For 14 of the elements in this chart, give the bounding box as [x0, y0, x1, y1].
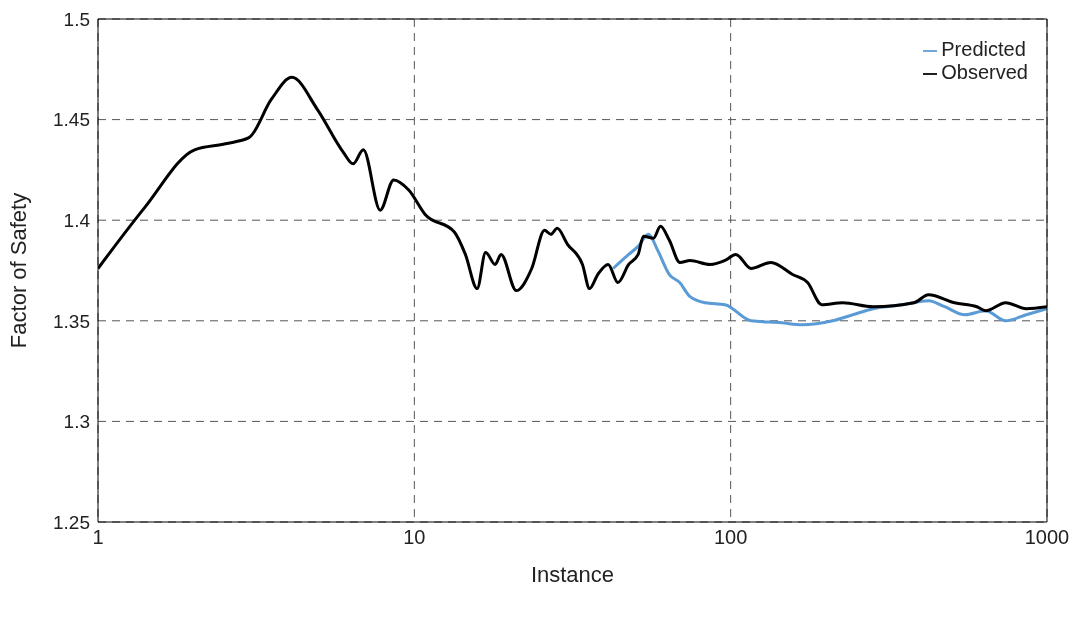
y-axis-title: Factor of Safety	[5, 192, 31, 349]
y-tick-label: 1.3	[63, 411, 90, 433]
x-axis-title: Instance	[530, 562, 615, 587]
x-tick-label: 1000	[1024, 526, 1070, 549]
y-tick-label: 1.35	[53, 310, 90, 332]
x-tick-label: 10	[403, 526, 426, 549]
y-tick-label: 1.4	[63, 209, 91, 231]
y-tick-label: 1.5	[63, 8, 90, 30]
y-tick-label: 1.45	[53, 109, 90, 131]
legend-label: Predicted	[941, 38, 1026, 60]
legend-label: Observed	[941, 61, 1028, 83]
y-tick-label: 1.25	[53, 511, 90, 533]
x-tick-label: 1	[92, 526, 104, 549]
x-tick-label: 100	[713, 526, 748, 549]
